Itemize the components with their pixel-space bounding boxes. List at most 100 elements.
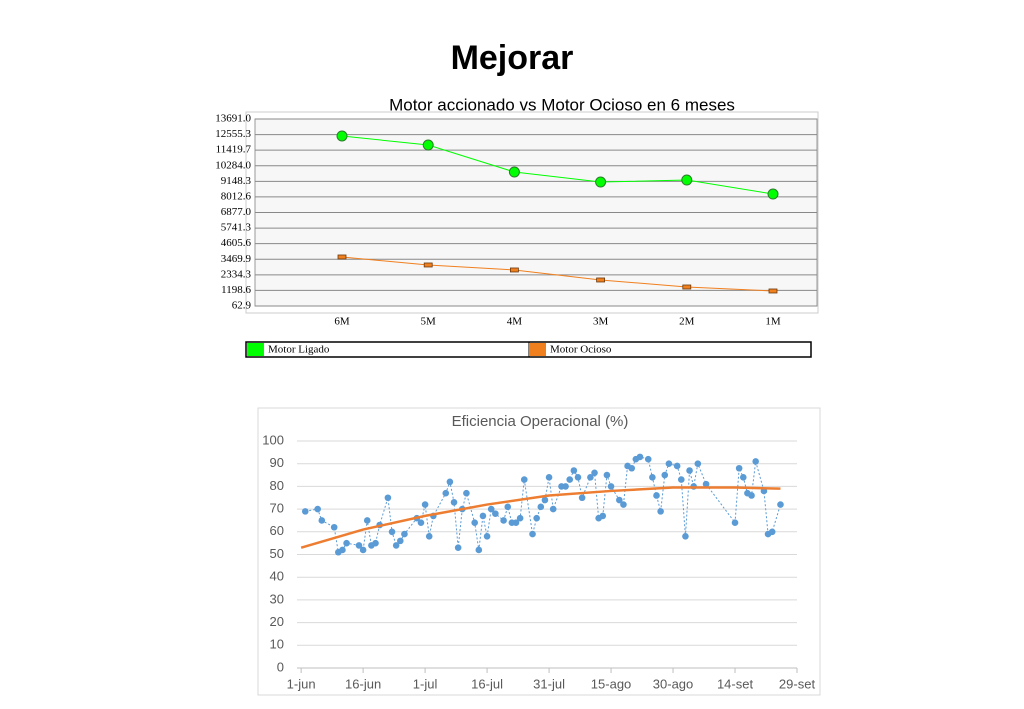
point: [483, 533, 491, 540]
y-tick-label: 100: [262, 432, 284, 447]
point: [739, 474, 747, 481]
point: [330, 523, 338, 531]
point: [768, 528, 776, 536]
point: [520, 476, 528, 483]
chart-title: Motor accionado vs Motor Ocioso en 6 mes…: [389, 95, 735, 114]
point: [422, 139, 434, 151]
y-tick-label: 1198.6: [221, 284, 251, 296]
point: [336, 130, 348, 142]
point: [748, 492, 755, 499]
legend-swatch: [247, 343, 264, 356]
x-tick-label: 31-jul: [533, 676, 565, 691]
point: [677, 476, 685, 483]
point: [392, 542, 400, 549]
legend-swatch: [529, 343, 546, 356]
point: [479, 512, 487, 520]
y-tick-label: 10: [270, 637, 284, 652]
y-tick-label: 62.9: [232, 300, 252, 312]
point: [337, 254, 347, 260]
y-tick-label: 0: [277, 659, 284, 674]
point: [682, 533, 689, 540]
x-tick-label: 1-jun: [287, 676, 316, 691]
point: [417, 519, 425, 527]
point: [570, 467, 578, 474]
point: [702, 480, 710, 488]
x-tick-label: 16-jun: [345, 676, 381, 691]
point: [423, 262, 433, 268]
y-tick-label: 3469.9: [221, 253, 252, 265]
point: [636, 453, 644, 461]
y-tick-label: 70: [270, 501, 284, 516]
point: [359, 546, 367, 554]
y-tick-label: 6877.0: [221, 206, 252, 218]
y-tick-label: 10284.0: [215, 159, 251, 171]
point: [363, 517, 371, 524]
point: [665, 460, 673, 468]
point: [603, 471, 611, 479]
y-tick-label: 5741.3: [221, 222, 252, 234]
point: [673, 462, 681, 470]
point: [508, 166, 520, 178]
point: [509, 267, 519, 273]
series-line: [300, 486, 781, 549]
point: [682, 284, 692, 290]
point: [731, 519, 739, 527]
y-tick-label: 2334.3: [221, 268, 252, 280]
point: [574, 474, 582, 481]
point: [442, 489, 450, 497]
point: [372, 539, 379, 547]
point: [686, 467, 693, 474]
point: [388, 528, 396, 536]
point: [504, 503, 512, 511]
chart-title: Eficiencia Operacional (%): [452, 413, 629, 430]
legend-label: Motor Ocioso: [550, 344, 612, 356]
chart2-frame: [257, 407, 821, 696]
x-tick-label: 14-set: [717, 676, 754, 691]
x-tick-label: 16-jul: [471, 676, 503, 691]
point: [492, 510, 499, 517]
point: [516, 514, 524, 522]
point: [566, 476, 574, 483]
point: [421, 501, 429, 508]
point: [512, 519, 520, 527]
point: [657, 508, 664, 515]
point: [661, 471, 669, 479]
point: [471, 519, 478, 527]
y-tick-label: 12555.3: [215, 128, 251, 140]
point: [768, 288, 778, 294]
x-tick-label: 6M: [334, 316, 350, 328]
y-tick-label: 30: [270, 591, 284, 606]
point: [318, 517, 326, 524]
point: [529, 530, 536, 538]
point: [767, 188, 779, 200]
point: [475, 546, 483, 554]
point: [616, 496, 623, 504]
point: [397, 537, 404, 545]
point: [599, 512, 607, 520]
point: [681, 174, 693, 186]
y-tick-label: 40: [270, 569, 284, 584]
y-tick-label: 20: [270, 614, 284, 629]
slide-title: Mejorar: [451, 39, 574, 77]
point: [301, 508, 309, 515]
series-line: [341, 135, 774, 195]
y-tick-label: 80: [270, 478, 284, 493]
y-tick-label: 50: [270, 546, 284, 561]
y-tick-label: 13691.0: [215, 113, 251, 125]
y-tick-label: 90: [270, 455, 284, 470]
point: [487, 505, 495, 513]
point: [694, 460, 702, 468]
point: [587, 474, 594, 481]
point: [549, 505, 557, 513]
y-tick-label: 9148.3: [221, 175, 252, 187]
point: [591, 469, 598, 477]
point: [339, 546, 346, 554]
point: [777, 501, 784, 508]
point: [314, 505, 321, 513]
point: [596, 277, 605, 283]
x-tick-label: 2M: [679, 316, 695, 328]
x-tick-label: 29-set: [779, 676, 816, 691]
x-tick-label: 3M: [593, 316, 609, 328]
point: [620, 501, 627, 508]
